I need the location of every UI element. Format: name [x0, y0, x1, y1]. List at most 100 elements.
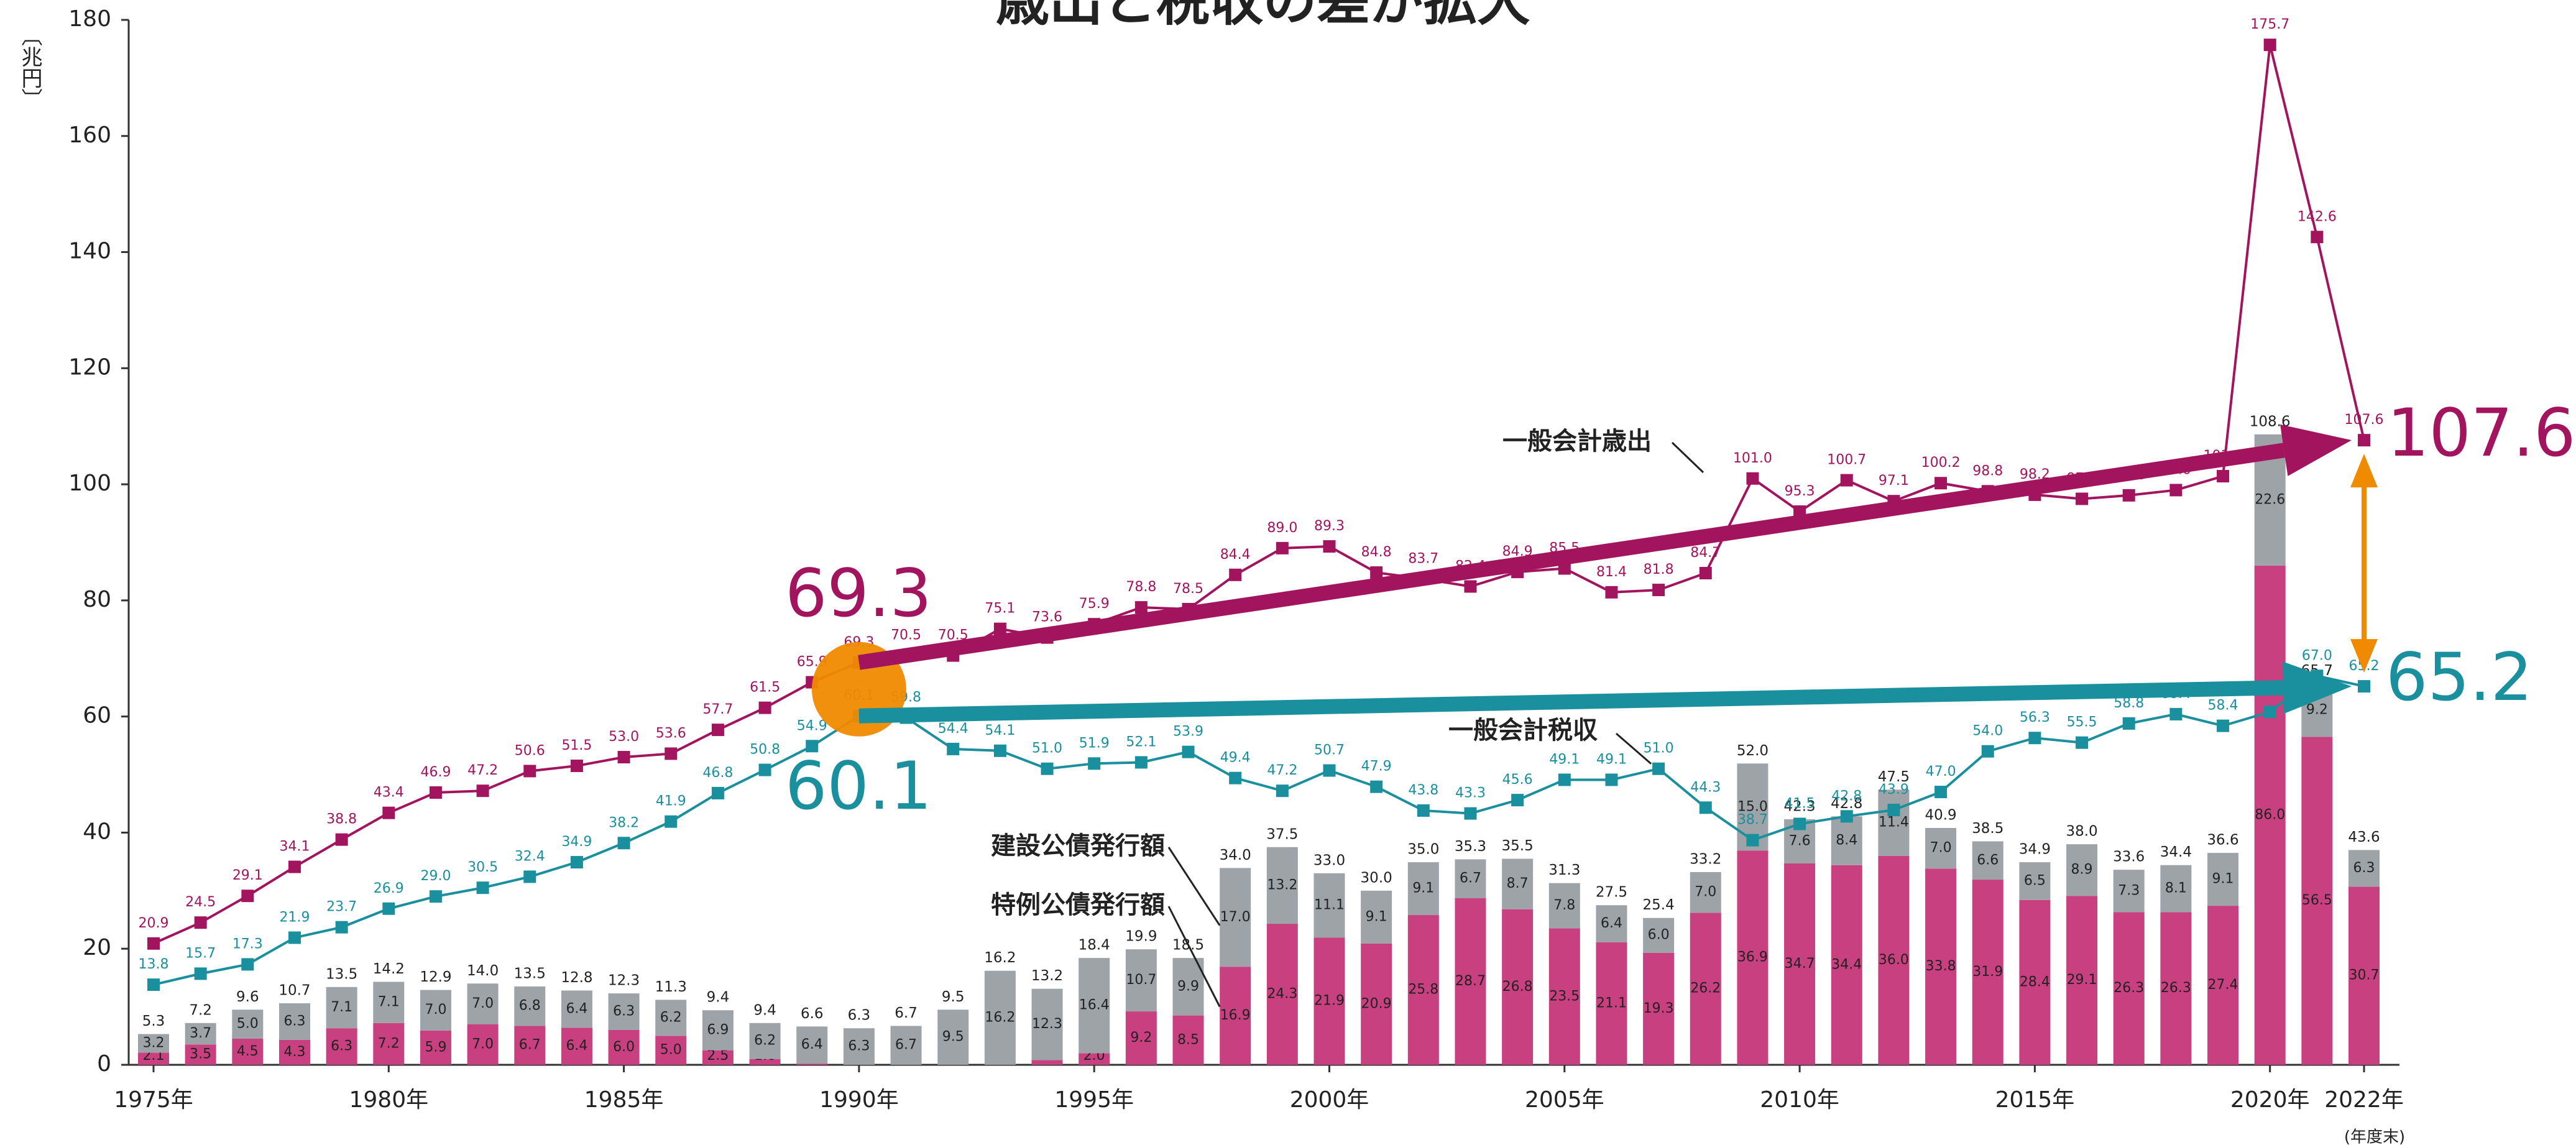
- bar-segment: [1596, 942, 1627, 1065]
- bar-total-label: 38.5: [1972, 821, 2003, 837]
- bar-total-label: 12.3: [608, 973, 640, 989]
- line-value-label: 15.7: [185, 945, 216, 961]
- bar-total-label: 40.9: [1925, 807, 1956, 823]
- bar-total-label: 6.3: [848, 1008, 871, 1024]
- bar-value-label: 23.5: [1549, 988, 1580, 1004]
- bar-total-label: 37.5: [1266, 826, 1298, 842]
- bar-value-label: 6.4: [566, 1038, 587, 1054]
- bar-value-label: 6.4: [801, 1037, 823, 1052]
- bar-value-label: 7.0: [472, 996, 494, 1011]
- line-marker: [241, 958, 254, 971]
- line-value-label: 58.4: [2208, 698, 2238, 714]
- bar-value-label: 6.3: [613, 1004, 635, 1019]
- bar-total-label: 10.7: [278, 983, 310, 999]
- highlight-value: 107.6: [2387, 395, 2575, 471]
- bar-value-label: 7.2: [378, 1036, 400, 1051]
- gap-arrow-head: [2350, 454, 2378, 488]
- line-marker: [2263, 706, 2276, 719]
- line-value-label: 51.9: [1079, 735, 1110, 751]
- bar-segment: [2207, 853, 2239, 906]
- line-marker: [523, 870, 536, 883]
- bar-total-label: 13.5: [514, 965, 546, 982]
- bar-value-label: 9.2: [1130, 1030, 1152, 1046]
- bar-value-label: 22.6: [2255, 492, 2285, 507]
- y-tick-label: 160: [68, 122, 111, 148]
- line-value-label: 57.7: [702, 702, 733, 717]
- bar-total-label: 43.6: [2348, 829, 2380, 845]
- line-marker: [1229, 771, 1242, 784]
- line-value-label: 51.0: [1032, 741, 1062, 756]
- bar-segment: [1313, 873, 1345, 938]
- bar-segment: [373, 1023, 405, 1065]
- bar-segment: [2160, 865, 2192, 913]
- line-marker: [665, 815, 678, 828]
- bar-value-label: 6.2: [660, 1009, 682, 1025]
- line-value-label: 44.3: [1690, 779, 1721, 795]
- bar-total-label: 33.6: [2113, 849, 2145, 865]
- bar-segment: [1407, 915, 1439, 1065]
- y-tick-label: 40: [83, 819, 111, 844]
- bar-segment: [2254, 565, 2286, 1065]
- line-value-label: 100.7: [1827, 453, 1866, 468]
- bar-segment: [1220, 868, 1251, 967]
- revenue-trend-arrow-head: [2283, 661, 2352, 714]
- bar-segment: [420, 1030, 451, 1065]
- bar-value-label: 9.1: [1412, 881, 1434, 896]
- bar-segment: [185, 1044, 216, 1065]
- line-marker: [2169, 707, 2183, 720]
- line-marker: [194, 916, 207, 929]
- bar-value-label: 8.7: [1507, 876, 1529, 891]
- line-value-label: 47.2: [1267, 763, 1297, 778]
- bar-total-label: 9.5: [942, 989, 965, 1005]
- line-marker: [1370, 780, 1383, 793]
- series-name-label: 特例公債発行額: [991, 891, 1165, 919]
- bar-value-label: 6.4: [566, 1001, 587, 1016]
- bar-segment: [1407, 862, 1439, 916]
- bar-value-label: 6.3: [283, 1013, 305, 1029]
- line-value-label: 46.9: [420, 765, 451, 780]
- bar-value-label: 3.7: [190, 1026, 211, 1041]
- line-marker: [1041, 762, 1054, 775]
- bar-segment: [1831, 865, 1862, 1065]
- line-marker: [476, 784, 489, 798]
- series-name-label: 建設公債発行額: [991, 832, 1165, 860]
- bar-segment: [2019, 899, 2051, 1065]
- bar-total-label: 33.0: [1313, 852, 1345, 868]
- y-tick-label: 180: [68, 6, 111, 32]
- bar-total-label: 34.0: [1220, 847, 1251, 863]
- bar-total-label: 9.4: [753, 1002, 776, 1018]
- bar-total-label: 19.9: [1125, 929, 1157, 945]
- line-value-label: 84.8: [1361, 545, 1392, 560]
- bar-value-label: 34.7: [1785, 956, 1815, 972]
- line-marker: [1229, 568, 1242, 581]
- bar-segment: [514, 1026, 546, 1065]
- bar-total-label: 12.9: [420, 969, 451, 985]
- bar-value-label: 6.3: [848, 1039, 870, 1054]
- line-marker: [711, 786, 724, 799]
- bar-total-label: 9.4: [707, 990, 730, 1006]
- bar-value-label: 7.0: [1695, 885, 1716, 900]
- bar-value-label: 7.0: [472, 1036, 494, 1052]
- bar-segment: [2348, 886, 2380, 1065]
- bar-segment: [1596, 905, 1627, 942]
- bar-value-label: 15.0: [1737, 799, 1768, 814]
- line-value-label: 26.9: [374, 881, 404, 896]
- line-value-label: 43.9: [1879, 782, 1909, 798]
- line-marker: [382, 902, 395, 915]
- line-marker: [1276, 541, 1289, 554]
- line-marker: [429, 786, 442, 799]
- bar-value-label: 9.9: [1177, 978, 1199, 994]
- x-tick-label: 1985年: [584, 1087, 664, 1113]
- line-marker: [147, 937, 160, 950]
- bar-segment: [2348, 850, 2380, 887]
- line-marker: [382, 806, 395, 819]
- bar-segment: [890, 1026, 922, 1065]
- bar-total-label: 9.6: [236, 989, 259, 1005]
- bar-value-label: 19.3: [1644, 1001, 1674, 1016]
- line-marker: [570, 760, 583, 773]
- x-tick-label: 1990年: [819, 1087, 899, 1113]
- bar-value-label: 9.5: [942, 1029, 964, 1045]
- line-value-label: 101.0: [1733, 451, 1772, 466]
- bar-value-label: 11.4: [1879, 815, 1909, 830]
